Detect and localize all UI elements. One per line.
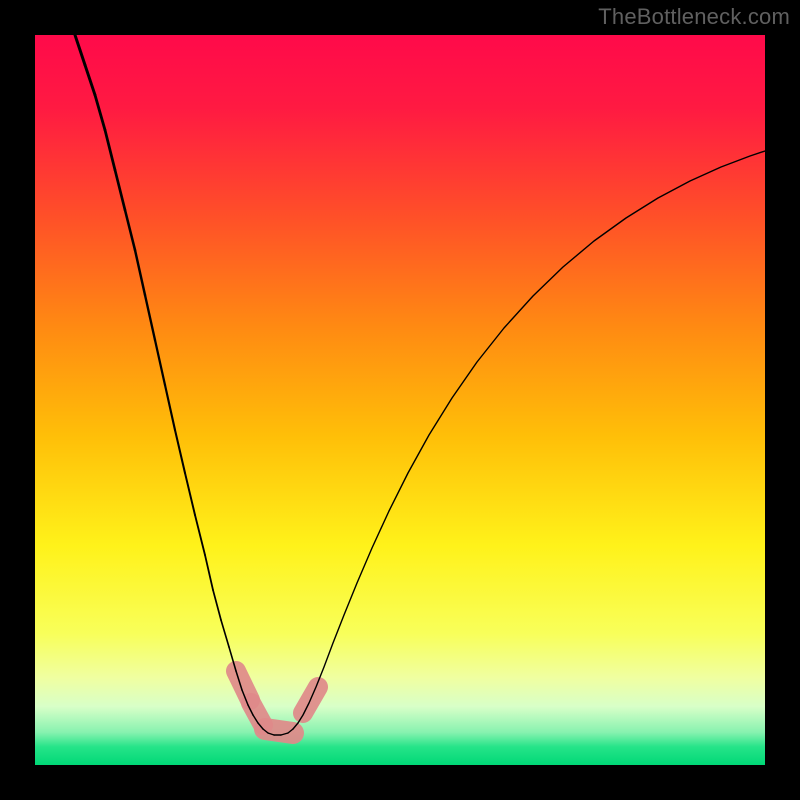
chart-container: TheBottleneck.com [0, 0, 800, 800]
curve-left [75, 35, 298, 735]
curve-right [298, 151, 765, 723]
plot-area [35, 35, 765, 765]
watermark-text: TheBottleneck.com [598, 4, 790, 30]
highlight-blobs [236, 671, 318, 733]
curve-layer [35, 35, 765, 765]
